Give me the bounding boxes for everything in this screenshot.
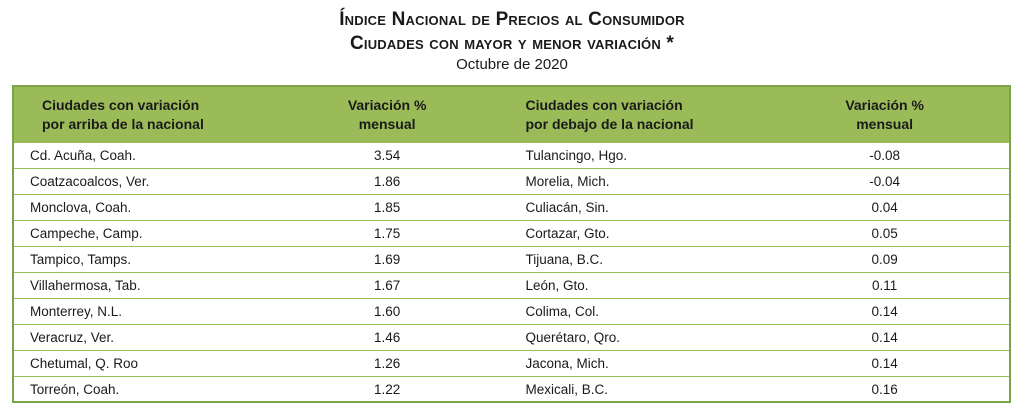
table-row: Tampico, Tamps. 1.69 Tijuana, B.C. 0.09 bbox=[14, 246, 1009, 273]
table-row: Villahermosa, Tab. 1.67 León, Gto. 0.11 bbox=[14, 272, 1009, 299]
variation-below-cell: 0.14 bbox=[760, 324, 1009, 351]
header-cities-above: Ciudades con variación por arriba de la n… bbox=[14, 87, 263, 143]
page-title: Índice Nacional de Precios al Consumidor bbox=[339, 9, 685, 30]
city-below-cell: Tulancingo, Hgo. bbox=[511, 143, 761, 169]
city-above-cell: Monclova, Coah. bbox=[14, 194, 263, 221]
variation-below-cell: 0.14 bbox=[760, 298, 1009, 325]
table-frame: Ciudades con variación por arriba de la n… bbox=[12, 85, 1011, 403]
table-row: Cd. Acuña, Coah. 3.54 Tulancingo, Hgo. -0.0… bbox=[14, 143, 1009, 169]
city-below-cell: Colima, Col. bbox=[511, 298, 761, 325]
variation-above-cell: 1.67 bbox=[262, 272, 512, 299]
variation-below-cell: 0.04 bbox=[760, 194, 1009, 221]
city-below-cell: Morelia, Mich. bbox=[511, 168, 761, 195]
header-variation-above: Variación % mensual bbox=[262, 87, 512, 143]
title-block: Índice Nacional de Precios al Consumidor… bbox=[0, 8, 1024, 74]
city-above-cell: Cd. Acuña, Coah. bbox=[14, 143, 263, 169]
table-row: Monterrey, N.L. 1.60 Colima, Col. 0.14 bbox=[14, 298, 1009, 325]
variation-below-cell: 0.16 bbox=[871, 382, 898, 397]
table-body: Cd. Acuña, Coah. 3.54 Tulancingo, Hgo. -0.0… bbox=[14, 143, 1009, 402]
table-row: Torreón, Coah. 1.22 Mexicali, B.C. 0.16 bbox=[14, 377, 1009, 403]
city-below-cell: Jacona, Mich. bbox=[511, 350, 761, 377]
city-above-cell: Veracruz, Ver. bbox=[14, 324, 263, 351]
city-above-cell: Torreón, Coah. bbox=[30, 382, 120, 397]
header-line: Variación % bbox=[845, 97, 924, 113]
city-above-cell: Coatzacoalcos, Ver. bbox=[14, 168, 263, 195]
variation-above-cell: 1.86 bbox=[262, 168, 512, 195]
variation-above-cell: 1.60 bbox=[262, 298, 512, 325]
table-row: Veracruz, Ver. 1.46 Querétaro, Qro. 0.14 bbox=[14, 324, 1009, 351]
header-line: mensual bbox=[358, 116, 416, 132]
variation-above-cell: 1.22 bbox=[373, 382, 401, 397]
variation-below-cell: -0.04 bbox=[760, 168, 1009, 195]
header-cities-below: Ciudades con variación por debajo de la n… bbox=[511, 87, 761, 143]
city-below-cell: Tijuana, B.C. bbox=[511, 246, 761, 273]
header-line: Ciudades con variación bbox=[525, 97, 683, 113]
variation-above-cell: 3.54 bbox=[262, 143, 512, 169]
city-above-cell: Monterrey, N.L. bbox=[14, 298, 263, 325]
table-row: Coatzacoalcos, Ver. 1.86 Morelia, Mich. -0.… bbox=[14, 168, 1009, 195]
header-line: mensual bbox=[856, 116, 914, 132]
city-below-cell: Mexicali, B.C. bbox=[525, 382, 609, 397]
header-line: Variación % bbox=[347, 97, 427, 113]
period-label: Octubre de 2020 bbox=[456, 56, 568, 73]
variation-table: Ciudades con variación por arriba de la n… bbox=[14, 87, 1009, 402]
variation-above-cell: 1.46 bbox=[262, 324, 512, 351]
variation-above-cell: 1.26 bbox=[262, 350, 512, 377]
table-row: Campeche, Camp. 1.75 Cortazar, Gto. 0.05 bbox=[14, 220, 1009, 247]
variation-below-cell: -0.08 bbox=[760, 143, 1009, 169]
city-below-cell: Querétaro, Qro. bbox=[511, 324, 761, 351]
variation-below-cell: 0.11 bbox=[760, 272, 1009, 299]
variation-below-cell: 0.09 bbox=[760, 246, 1009, 273]
header-line: por debajo de la nacional bbox=[525, 116, 694, 132]
table-header-row: Ciudades con variación por arriba de la n… bbox=[14, 87, 1009, 143]
variation-below-cell: 0.05 bbox=[760, 220, 1009, 247]
header-variation-below: Variación % mensual bbox=[760, 87, 1009, 143]
header-line: por arriba de la nacional bbox=[42, 116, 204, 132]
variation-above-cell: 1.75 bbox=[262, 220, 512, 247]
city-below-cell: Cortazar, Gto. bbox=[511, 220, 761, 247]
variation-below-cell: 0.14 bbox=[760, 350, 1009, 377]
city-above-cell: Campeche, Camp. bbox=[14, 220, 263, 247]
table-row: Chetumal, Q. Roo 1.26 Jacona, Mich. 0.14 bbox=[14, 350, 1009, 377]
table-row: Monclova, Coah. 1.85 Culiacán, Sin. 0.04 bbox=[14, 194, 1009, 221]
city-above-cell: Tampico, Tamps. bbox=[14, 246, 263, 273]
page-subtitle: Ciudades con mayor y menor variación * bbox=[349, 33, 675, 54]
variation-above-cell: 1.69 bbox=[262, 246, 512, 273]
city-below-cell: Culiacán, Sin. bbox=[511, 194, 761, 221]
header-line: Ciudades con variación bbox=[42, 97, 200, 113]
city-below-cell: León, Gto. bbox=[511, 272, 761, 299]
variation-above-cell: 1.85 bbox=[262, 194, 512, 221]
city-above-cell: Chetumal, Q. Roo bbox=[14, 350, 263, 377]
city-above-cell: Villahermosa, Tab. bbox=[14, 272, 263, 299]
